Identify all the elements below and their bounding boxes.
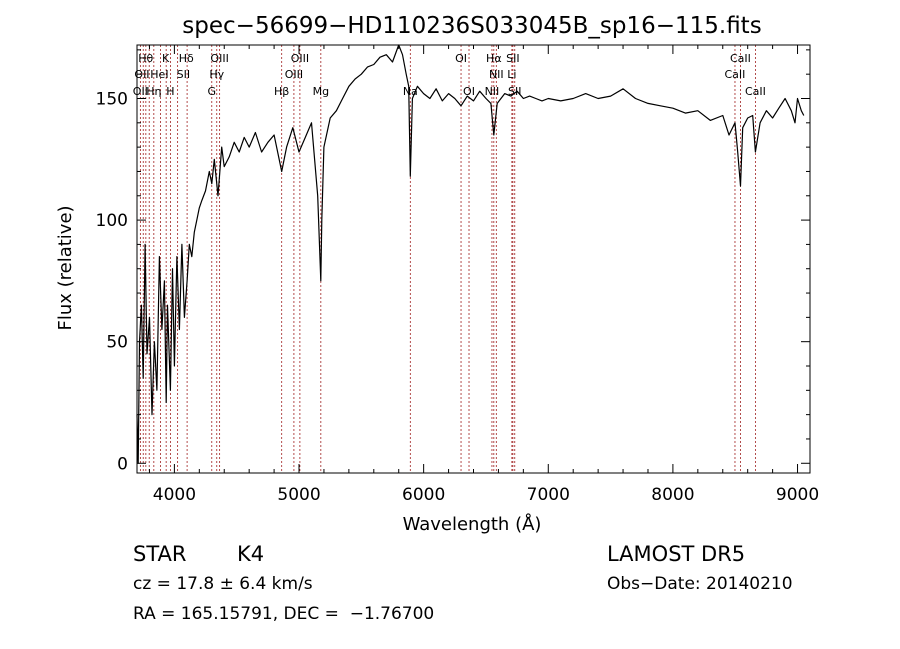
redshift-velocity: cz = 17.8 ± 6.4 km/s bbox=[133, 574, 313, 594]
y-tick-label-150: 150 bbox=[96, 90, 128, 110]
coordinates: RA = 165.15791, DEC = −1.76700 bbox=[133, 604, 435, 624]
flux-series bbox=[136, 44, 805, 464]
line-label-27: CaII bbox=[745, 85, 766, 98]
line-label-14: NII bbox=[489, 68, 504, 81]
line-label-20: G bbox=[208, 85, 217, 98]
line-label-25: NII bbox=[485, 85, 500, 98]
axes: 4000 5000 6000 7000 8000 9000 0 50 100 150 bbox=[96, 44, 819, 505]
flux-line-0 bbox=[136, 44, 805, 464]
line-label-15: Li bbox=[507, 68, 516, 81]
line-label-2: Hδ bbox=[179, 52, 194, 65]
x-tick-label-5000: 5000 bbox=[277, 485, 320, 505]
line-labels: Hθ K Hδ OIII OIII OI Hα SII CaII OII HeI SII Hγ OIII N… bbox=[133, 52, 766, 98]
chart-title: spec−56699−HD110236S033045B_sp16−115.fit… bbox=[182, 13, 761, 39]
line-label-13: OIII bbox=[285, 68, 303, 81]
line-label-18: Hη bbox=[146, 85, 161, 98]
observation-date: Obs−Date: 20140210 bbox=[607, 574, 793, 594]
line-label-16: CaII bbox=[725, 68, 746, 81]
line-label-4: OIII bbox=[291, 52, 309, 65]
line-label-10: HeI bbox=[150, 68, 168, 81]
line-label-0: Hθ bbox=[138, 52, 153, 65]
line-label-11: SII bbox=[177, 68, 190, 81]
line-label-8: CaII bbox=[730, 52, 751, 65]
spectral-subclass: K4 bbox=[237, 542, 265, 566]
y-axis-label: Flux (relative) bbox=[55, 205, 76, 330]
x-tick-label-6000: 6000 bbox=[402, 485, 445, 505]
line-label-21: Hβ bbox=[274, 85, 289, 98]
line-label-22: Mg bbox=[313, 85, 329, 98]
line-label-12: Hγ bbox=[209, 68, 224, 81]
x-tick-label-7000: 7000 bbox=[527, 485, 570, 505]
y-tick-label-50: 50 bbox=[106, 333, 128, 353]
emission-line-markers bbox=[139, 45, 756, 473]
line-label-3: OIII bbox=[210, 52, 228, 65]
spectral-class: STAR bbox=[133, 542, 187, 566]
x-tick-label-8000: 8000 bbox=[651, 485, 694, 505]
plot-frame bbox=[136, 44, 811, 474]
line-label-5: OI bbox=[455, 52, 467, 65]
x-tick-label-9000: 9000 bbox=[776, 485, 819, 505]
x-axis-label: Wavelength (Å) bbox=[403, 513, 542, 535]
line-label-9: OII bbox=[134, 68, 149, 81]
line-label-1: K bbox=[162, 52, 170, 65]
x-tick-label-4000: 4000 bbox=[153, 485, 196, 505]
line-label-6: Hα bbox=[486, 52, 502, 65]
line-label-26: SII bbox=[508, 85, 521, 98]
line-label-19: H bbox=[166, 85, 174, 98]
y-tick-label-0: 0 bbox=[117, 454, 128, 474]
survey-name: LAMOST DR5 bbox=[607, 542, 746, 566]
y-tick-label-100: 100 bbox=[96, 211, 128, 231]
line-label-24: OI bbox=[463, 85, 475, 98]
line-label-7: SII bbox=[506, 52, 519, 65]
